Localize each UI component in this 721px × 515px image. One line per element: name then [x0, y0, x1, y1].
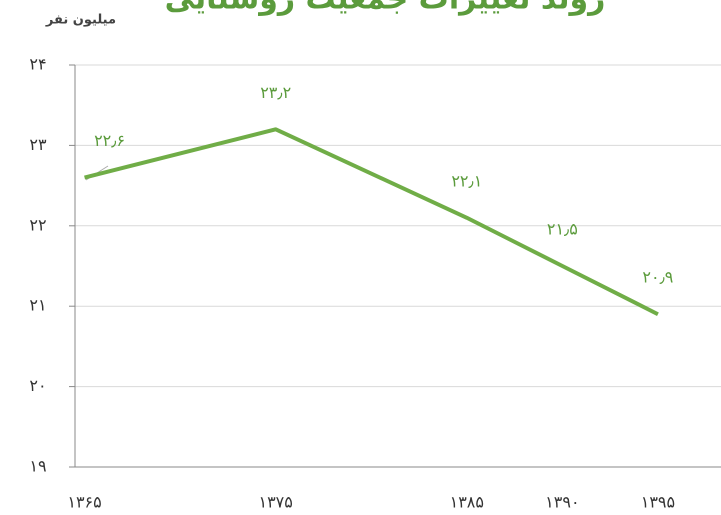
data-label: ۲۲٫۶ [94, 131, 125, 150]
x-tick-label: ۱۳۸۵ [450, 493, 484, 512]
data-label: ۲۳٫۲ [260, 83, 291, 102]
y-tick-label: ۲۴ [29, 55, 46, 74]
y-axis-label: میلیون نفر [45, 13, 116, 28]
x-tick-label: ۱۳۷۵ [258, 493, 292, 512]
y-tick-label: ۱۹ [29, 457, 46, 476]
y-tick-label: ۲۰ [29, 376, 46, 395]
y-tick-label: ۲۱ [29, 296, 46, 315]
x-tick-label: ۱۳۶۵ [67, 493, 101, 512]
x-tick-label: ۱۳۹۰ [545, 493, 579, 512]
x-tick-label: ۱۳۹۵ [641, 493, 675, 512]
y-tick-label: ۲۲ [29, 215, 46, 234]
data-line [84, 127, 659, 317]
data-label: ۲۰٫۹ [642, 268, 673, 287]
y-tick-label: ۲۳ [29, 135, 47, 154]
data-label: ۲۱٫۵ [547, 220, 578, 239]
chart-title: روند تغییرات جمعیت روستایی [165, 0, 606, 17]
data-label: ۲۲٫۱ [451, 171, 482, 190]
